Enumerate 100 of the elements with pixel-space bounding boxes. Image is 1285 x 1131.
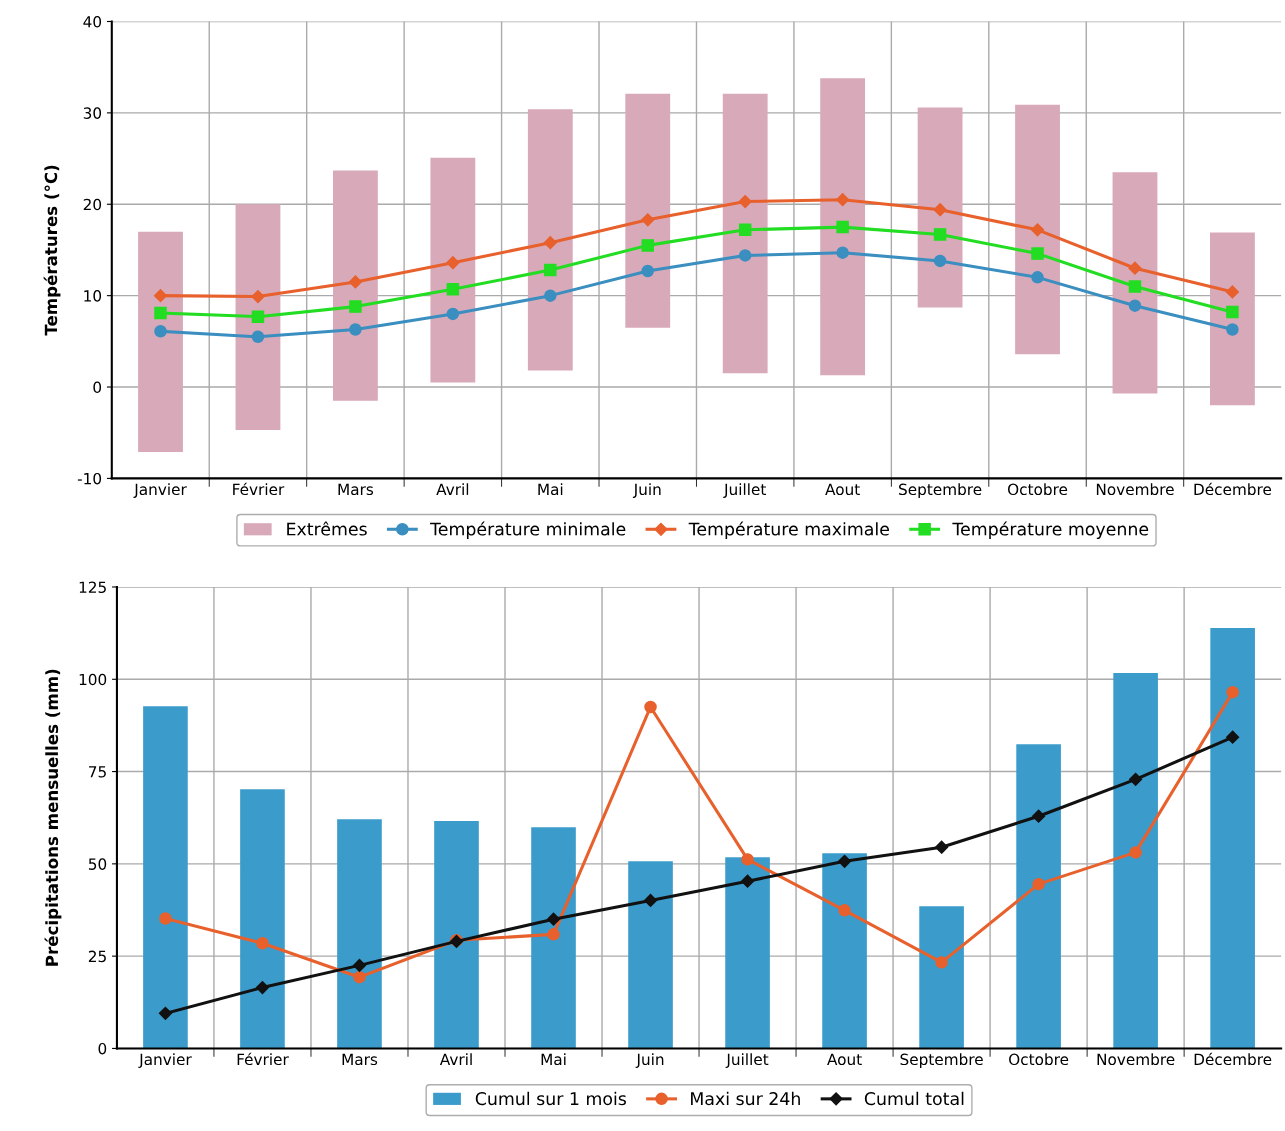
point — [641, 213, 655, 227]
point — [934, 840, 949, 854]
legend-label: Extrêmes — [287, 521, 367, 536]
point — [446, 307, 460, 321]
y-tick-label: 0 — [93, 381, 102, 394]
point — [544, 289, 557, 302]
point — [1226, 305, 1239, 319]
bar — [628, 861, 673, 1049]
y-tick-label: 20 — [83, 198, 102, 211]
bar — [434, 821, 479, 1049]
x-tick-label: Mars — [338, 483, 374, 496]
point — [1225, 285, 1240, 299]
x-tick-label: Avril — [436, 483, 469, 495]
bar — [333, 170, 378, 401]
legend-label: Cumul total — [864, 1091, 964, 1106]
point — [543, 236, 557, 250]
point — [836, 246, 849, 259]
point — [1226, 685, 1239, 699]
point — [935, 956, 948, 969]
bar — [919, 906, 964, 1049]
y-axis-title: Températures (°C) — [43, 165, 61, 336]
point — [641, 264, 654, 278]
point — [837, 854, 852, 868]
x-tick-label: Octobre — [1007, 483, 1068, 496]
point — [348, 275, 362, 289]
y-tick-label: 10 — [84, 290, 102, 302]
point — [738, 223, 752, 237]
point — [446, 256, 460, 270]
x-tick-label: Avril — [439, 1053, 472, 1065]
point — [1128, 261, 1142, 275]
point — [1031, 247, 1044, 260]
point — [544, 263, 557, 277]
y-tick-label: -10 — [77, 472, 102, 485]
point — [933, 203, 947, 217]
y-tick-label: 125 — [79, 581, 106, 594]
point — [738, 194, 752, 209]
bar — [822, 853, 867, 1049]
point — [1128, 280, 1142, 293]
point — [154, 325, 167, 338]
bar — [527, 109, 573, 371]
bar — [337, 819, 382, 1049]
bar — [531, 827, 576, 1049]
x-tick-label: Septembre — [900, 1053, 983, 1069]
bar — [1210, 232, 1255, 406]
point — [1226, 323, 1239, 336]
point — [741, 853, 754, 866]
point — [546, 912, 561, 926]
point — [1129, 846, 1142, 859]
point — [1129, 772, 1143, 786]
point — [838, 904, 851, 917]
x-tick-label: Novembre — [1097, 1053, 1175, 1066]
bar — [1015, 104, 1060, 355]
y-tick-label: 40 — [83, 15, 102, 28]
x-tick-label: Mai — [538, 483, 563, 496]
point — [1128, 299, 1142, 312]
x-tick-label: Juillet — [723, 483, 766, 498]
bar — [1016, 744, 1061, 1049]
bar — [240, 789, 285, 1049]
bar — [235, 204, 281, 430]
point — [643, 893, 658, 907]
x-tick-label: Décembre — [1194, 1052, 1272, 1066]
point — [933, 254, 947, 268]
y-tick-label: 0 — [98, 1042, 107, 1055]
y-tick-label: 25 — [88, 950, 106, 963]
point — [255, 980, 270, 995]
legend-label: Cumul sur 1 mois — [475, 1091, 626, 1106]
bar — [820, 78, 866, 376]
point — [352, 958, 367, 972]
point — [251, 310, 265, 323]
legend-label: Température maximale — [688, 521, 889, 539]
y-tick-label: 50 — [88, 858, 107, 870]
point — [251, 289, 265, 304]
point — [738, 249, 752, 262]
x-tick-label: Novembre — [1096, 483, 1174, 496]
bar — [725, 857, 770, 1049]
x-tick-label: Octobre — [1009, 1053, 1069, 1066]
point — [836, 220, 849, 234]
bar — [625, 93, 671, 328]
point — [547, 928, 560, 941]
point — [1032, 877, 1045, 891]
bar — [143, 706, 188, 1049]
x-tick-label: Mars — [342, 1053, 378, 1066]
legend-label: Température minimale — [430, 521, 626, 539]
point — [644, 700, 657, 714]
x-tick-label: Juin — [632, 483, 661, 498]
point — [349, 323, 362, 336]
bar — [1113, 673, 1158, 1049]
y-tick-label: 30 — [83, 107, 102, 119]
point — [1032, 809, 1046, 823]
x-tick-label: Décembre — [1194, 482, 1272, 496]
point — [933, 228, 947, 241]
point — [446, 282, 460, 296]
bar — [722, 93, 768, 374]
legend-label: Maxi sur 24h — [691, 1091, 800, 1106]
point — [353, 970, 366, 984]
x-tick-label: Février — [237, 1052, 289, 1066]
point — [1030, 223, 1045, 237]
point — [153, 289, 168, 303]
x-tick-label: Septembre — [899, 483, 982, 499]
point — [251, 330, 265, 344]
